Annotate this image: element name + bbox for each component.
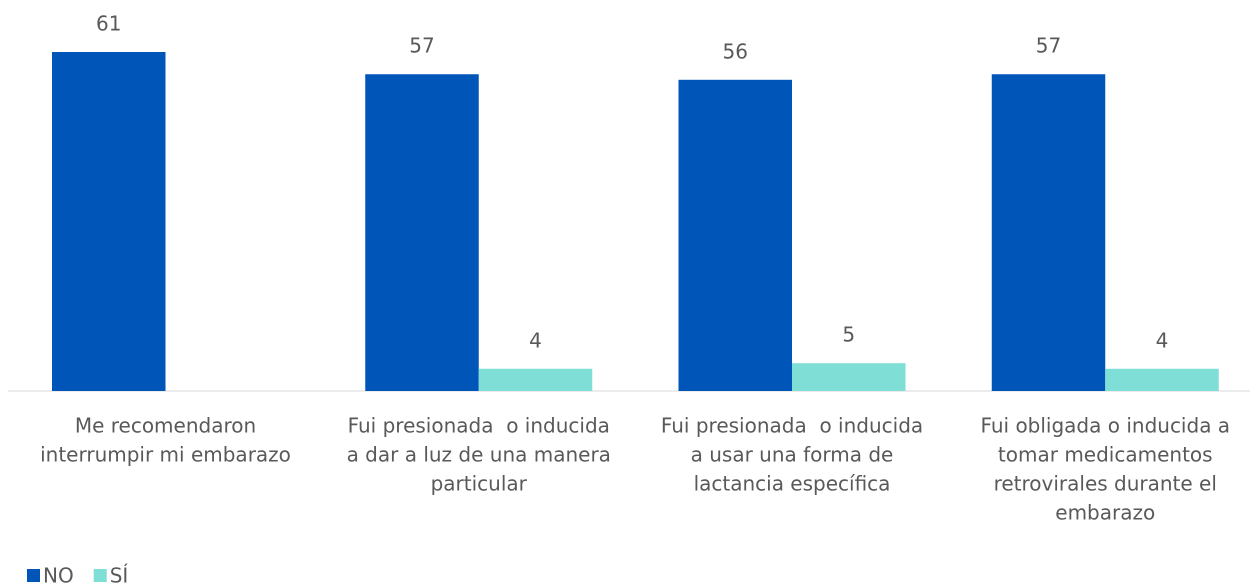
legend-label: SÍ [110,564,129,587]
data-label: 57 [1036,34,1061,58]
data-label: 5 [842,323,855,347]
x-tick-label: Fui presionada o inducida [661,414,923,438]
x-tick-label: a usar una forma de [691,443,894,467]
data-label: 61 [96,12,121,36]
legend-swatch [93,569,107,582]
x-tick-label: Fui presionada o inducida [348,414,610,438]
bar [365,74,479,391]
bar [792,363,906,391]
bar [991,74,1106,391]
x-tick-label: embarazo [1055,501,1155,525]
legend-swatch [27,569,40,582]
x-tick-label: tomar medicamentos [998,443,1213,467]
x-tick-label: retrovirales durante el [994,472,1217,496]
data-label: 4 [529,328,542,352]
data-label: 57 [409,34,434,58]
x-tick-label: particular [431,472,528,496]
legend-label: NO [43,564,74,587]
x-tick-label: interrumpir mi embarazo [40,443,291,467]
bar [678,79,792,392]
bar [1105,368,1219,391]
x-tick-label: a dar a luz de una manera [347,443,611,467]
x-tick-label: lactancia específica [694,472,891,496]
bar [52,52,166,392]
bar [478,368,593,391]
data-label: 56 [723,39,748,63]
x-tick-label: Me recomendaron [75,414,256,438]
data-label: 4 [1156,328,1169,352]
x-tick-label: Fui obligada o inducida a [980,414,1230,438]
